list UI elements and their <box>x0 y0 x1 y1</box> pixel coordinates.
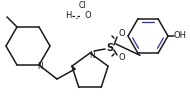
Text: H: H <box>65 12 71 20</box>
Text: S: S <box>106 43 114 53</box>
Text: ·: · <box>75 14 79 27</box>
Text: N: N <box>89 51 95 59</box>
Text: Cl: Cl <box>78 1 86 11</box>
Text: OH: OH <box>173 32 187 40</box>
Text: N: N <box>37 62 43 71</box>
Text: O: O <box>119 53 125 63</box>
Text: O: O <box>85 12 91 20</box>
Text: O: O <box>119 30 125 38</box>
